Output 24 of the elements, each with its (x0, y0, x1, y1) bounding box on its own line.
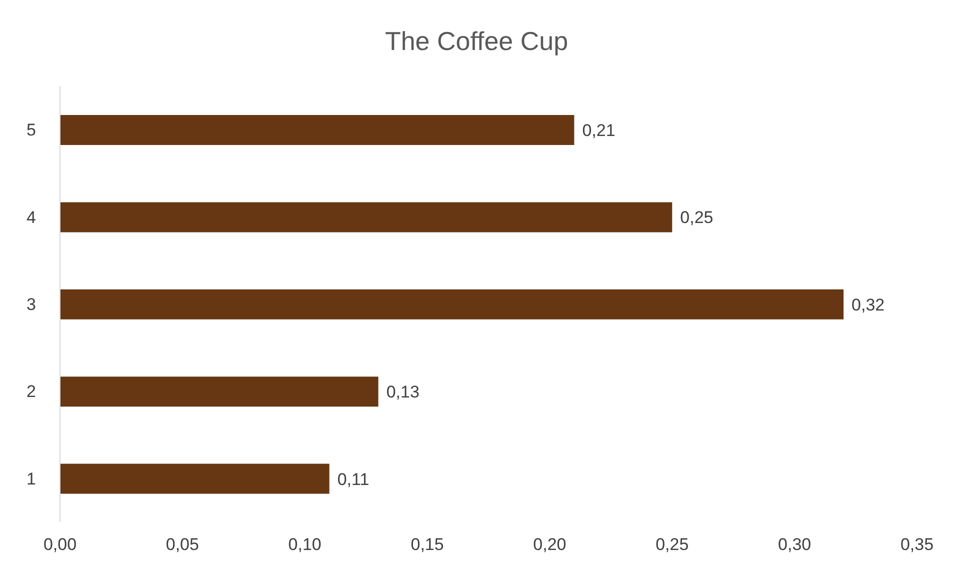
x-tick-label: 0,20 (533, 535, 566, 554)
y-tick-label: 5 (26, 120, 36, 140)
data-label: 0,32 (852, 295, 885, 314)
x-tick-label: 0,05 (166, 535, 199, 554)
x-tick-label: 0,30 (778, 535, 812, 554)
bar (60, 202, 672, 232)
bar (60, 464, 330, 494)
bar (60, 115, 574, 145)
data-label: 0,25 (680, 208, 714, 228)
data-label: 0,13 (386, 382, 420, 402)
x-tick-label: 0,15 (410, 535, 444, 554)
y-tick-label: 4 (26, 208, 36, 227)
x-tick-label: 0,10 (288, 535, 322, 554)
y-tick-label: 2 (26, 382, 36, 402)
data-label: 0,21 (582, 121, 616, 140)
bar (60, 289, 844, 320)
x-tick-label: 0,35 (900, 535, 934, 554)
y-tick-label: 3 (26, 295, 36, 314)
bar (60, 376, 378, 407)
data-label: 0,11 (337, 470, 370, 489)
x-tick-label: 0,25 (656, 535, 689, 554)
x-tick-label: 0,00 (43, 535, 77, 554)
y-tick-label: 1 (26, 469, 36, 488)
chart-title: The Coffee Cup (384, 25, 570, 58)
